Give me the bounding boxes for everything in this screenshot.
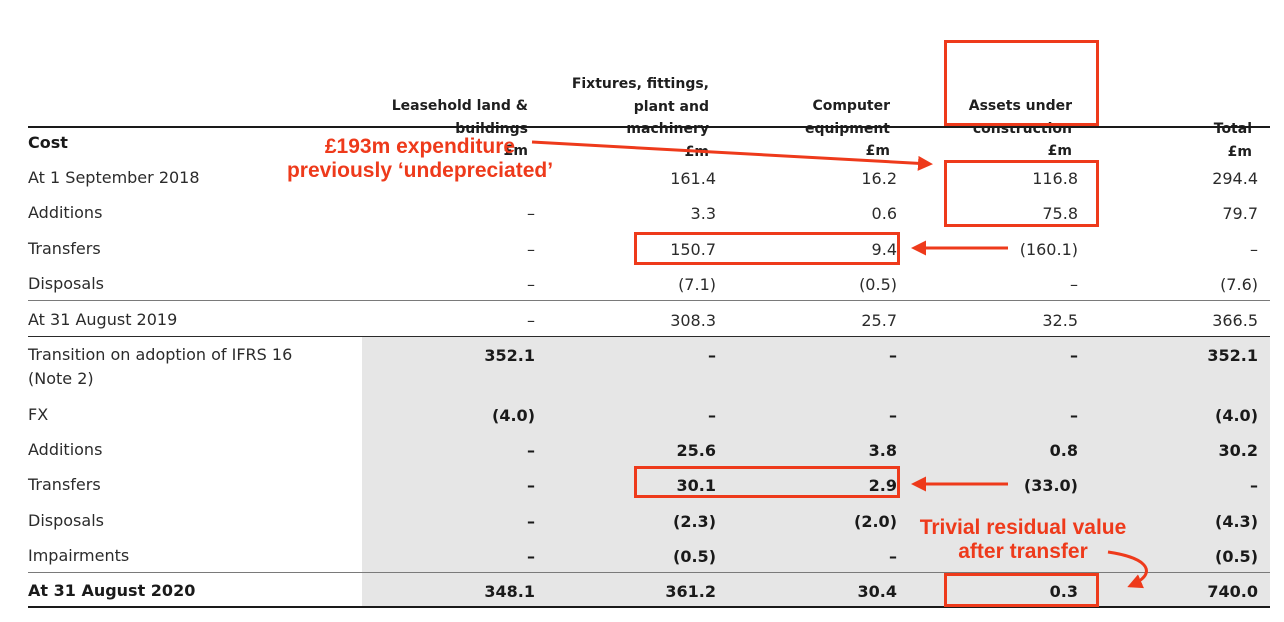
cell-fixtures: –	[708, 346, 716, 365]
cell-fixtures: 25.6	[676, 441, 716, 460]
highlight-auc-header	[944, 40, 1099, 126]
cell-total: 30.2	[1218, 441, 1258, 460]
cell-fixtures: (0.5)	[673, 547, 716, 566]
cell-leasehold: –	[527, 476, 535, 495]
row-label: Transfers	[28, 239, 101, 258]
cell-leasehold: –	[527, 204, 535, 223]
row-label: Cost	[28, 133, 68, 152]
cell-auc: 32.5	[1042, 311, 1078, 330]
cell-computer: 3.8	[868, 441, 897, 460]
row-label: Additions	[28, 440, 103, 459]
cell-total: 352.1	[1207, 346, 1258, 365]
cell-computer: (0.5)	[859, 275, 897, 294]
cell-auc: (160.1)	[1019, 240, 1078, 259]
cell-computer: 25.7	[861, 311, 897, 330]
cell-computer: –	[889, 346, 897, 365]
cell-fixtures: 30.1	[676, 476, 716, 495]
cell-auc: –	[1070, 275, 1078, 294]
cell-auc: 75.8	[1042, 204, 1078, 223]
cell-fixtures: 361.2	[665, 582, 716, 601]
row-label: At 31 August 2020	[28, 581, 196, 600]
row-label: At 31 August 2019	[28, 310, 178, 329]
cell-leasehold: –	[527, 240, 535, 259]
cell-fixtures: 161.4	[670, 169, 716, 188]
cell-total: (4.3)	[1215, 512, 1258, 531]
cell-computer: 9.4	[871, 240, 897, 259]
cell-computer: 16.2	[861, 169, 897, 188]
cell-total: 740.0	[1207, 582, 1258, 601]
cell-fixtures: 150.7	[670, 240, 716, 259]
total-rule-top	[28, 572, 1270, 573]
cell-auc: (33.0)	[1023, 476, 1078, 495]
cell-leasehold: 348.1	[484, 582, 535, 601]
cell-auc: 0.8	[1049, 441, 1078, 460]
cell-leasehold: –	[527, 311, 535, 330]
cell-total: 366.5	[1212, 311, 1258, 330]
cell-total: (0.5)	[1215, 547, 1258, 566]
cell-leasehold: 352.1	[484, 346, 535, 365]
row-label: Additions	[28, 203, 103, 222]
arrow-residual	[1107, 550, 1148, 589]
cell-total: (7.6)	[1220, 275, 1258, 294]
cell-total: 294.4	[1212, 169, 1258, 188]
cell-auc: –	[1070, 346, 1078, 365]
highlight-transfers-2019	[634, 232, 900, 265]
cell-leasehold: (4.0)	[492, 406, 535, 425]
col-header-computer: Computer equipment £m	[804, 98, 890, 159]
cell-computer: (2.0)	[854, 512, 897, 531]
col-header-total: Total £m	[1213, 121, 1252, 160]
annotation-residual: Trivial residual value after transfer	[919, 516, 1127, 563]
highlight-transfers-2020	[634, 466, 900, 498]
cell-leasehold: –	[527, 512, 535, 531]
row-label: FX	[28, 405, 49, 424]
total-rule-bottom	[28, 606, 1270, 608]
row-label: Disposals	[28, 274, 104, 293]
cell-fixtures: (2.3)	[673, 512, 716, 531]
cell-computer: 2.9	[868, 476, 897, 495]
row-label: Transfers	[28, 475, 101, 494]
cell-computer: 0.6	[871, 204, 897, 223]
cell-fixtures: 308.3	[670, 311, 716, 330]
row-label: Transition on adoption of IFRS 16 (Note …	[28, 345, 293, 388]
cell-auc: 116.8	[1032, 169, 1078, 188]
row-label: Impairments	[28, 546, 130, 565]
cell-computer: –	[889, 547, 897, 566]
cell-fixtures: –	[708, 406, 716, 425]
cell-computer: 30.4	[857, 582, 897, 601]
cell-auc: 0.3	[1049, 582, 1078, 601]
cell-fixtures: (7.1)	[678, 275, 716, 294]
cell-fixtures: 3.3	[690, 204, 716, 223]
subtotal-rule-top	[28, 300, 1270, 301]
row-label: Disposals	[28, 511, 104, 530]
cell-computer: –	[889, 406, 897, 425]
row-label: At 1 September 2018	[28, 168, 200, 187]
cell-total: 79.7	[1222, 204, 1258, 223]
ifrs16-period-shading	[362, 337, 1270, 607]
cell-leasehold: –	[527, 275, 535, 294]
cell-total: (4.0)	[1215, 406, 1258, 425]
highlight-auc-additions	[944, 160, 1099, 227]
cell-auc: –	[1070, 406, 1078, 425]
cell-total: –	[1250, 476, 1258, 495]
cell-leasehold: –	[527, 547, 535, 566]
subtotal-rule-bottom	[28, 336, 1270, 337]
arrow-expenditure	[531, 140, 933, 171]
col-header-leasehold: Leasehold land & buildings £m	[391, 98, 528, 159]
highlight-auc-residual	[944, 573, 1099, 607]
cell-leasehold: –	[527, 441, 535, 460]
cell-total: –	[1250, 240, 1258, 259]
header-rule	[28, 126, 1270, 128]
annotation-expenditure: £193m expenditure previously ‘undeprecia…	[286, 135, 554, 182]
